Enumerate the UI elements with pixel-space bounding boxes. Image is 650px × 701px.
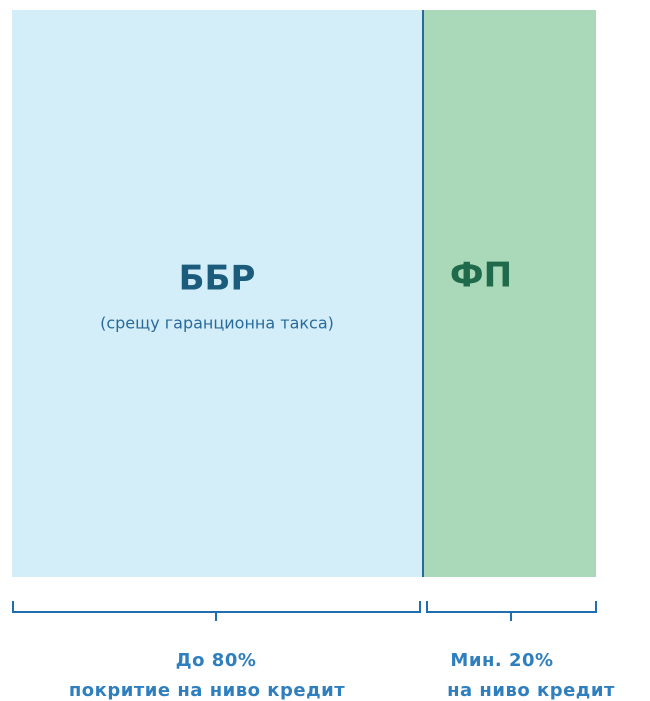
left-brace xyxy=(12,601,421,621)
bbr-subtitle: (срещу гаранционна такса) xyxy=(100,314,334,333)
bbr-title: ББР xyxy=(179,259,256,299)
right-brace xyxy=(426,601,597,621)
right-share: Мин. 20% xyxy=(450,650,553,671)
fp-title: ФП xyxy=(450,256,512,296)
right-note: на ниво кредит xyxy=(447,680,615,701)
fp-block xyxy=(423,10,596,577)
left-share: До 80% xyxy=(176,650,257,671)
left-note: покритие на ниво кредит xyxy=(69,680,345,701)
bbr-block xyxy=(12,10,423,577)
